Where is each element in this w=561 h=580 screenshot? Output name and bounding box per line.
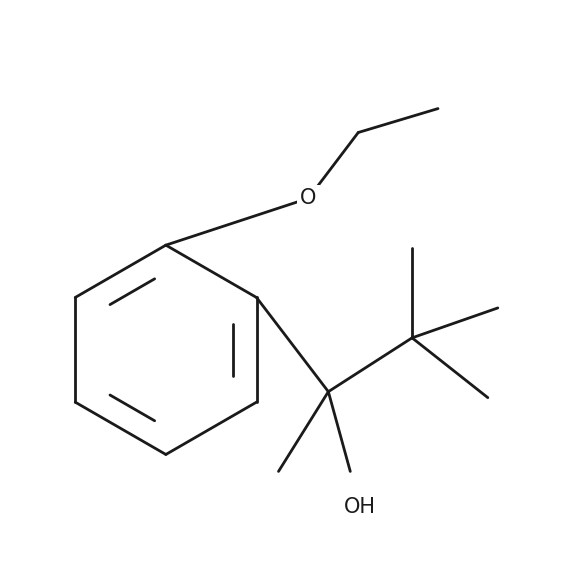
Text: OH: OH xyxy=(344,497,376,517)
Text: O: O xyxy=(300,188,316,208)
